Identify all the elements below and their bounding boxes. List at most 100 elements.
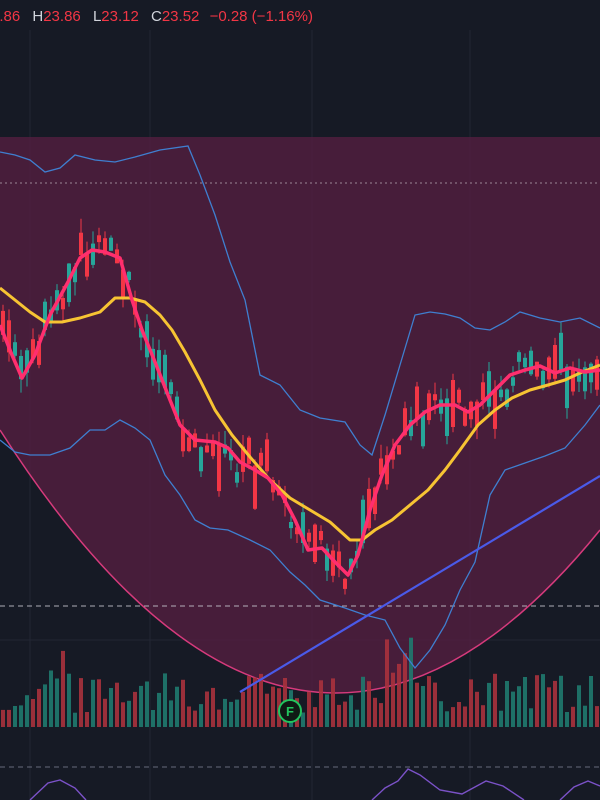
candle[interactable] <box>301 512 305 543</box>
candle[interactable] <box>529 350 533 375</box>
candle[interactable] <box>235 472 239 483</box>
candle[interactable] <box>157 350 161 383</box>
candle[interactable] <box>37 341 41 365</box>
candle[interactable] <box>553 345 557 379</box>
candle[interactable] <box>337 551 341 568</box>
candle[interactable] <box>445 398 449 436</box>
candle[interactable] <box>343 578 347 589</box>
candle[interactable] <box>511 377 515 386</box>
candle[interactable] <box>433 394 437 401</box>
candle[interactable] <box>163 354 167 388</box>
candle[interactable] <box>211 441 215 457</box>
candle[interactable] <box>31 339 35 359</box>
bollinger-upper-band[interactable] <box>0 145 600 457</box>
candle[interactable] <box>319 531 323 541</box>
candle[interactable] <box>457 389 461 403</box>
candle[interactable] <box>379 458 383 475</box>
candle[interactable] <box>199 447 203 472</box>
candle[interactable] <box>223 444 227 454</box>
candle[interactable] <box>127 271 131 280</box>
candle[interactable] <box>109 237 113 251</box>
candle[interactable] <box>205 445 209 453</box>
trend-line[interactable] <box>239 475 600 693</box>
candle[interactable] <box>139 327 143 338</box>
candle[interactable] <box>151 348 155 380</box>
candle[interactable] <box>265 439 269 472</box>
candle[interactable] <box>1 310 5 335</box>
candle[interactable] <box>427 393 431 421</box>
candle[interactable] <box>91 243 95 265</box>
volume-bar <box>373 697 377 727</box>
volume-bar <box>409 637 413 727</box>
candle[interactable] <box>577 369 581 382</box>
volume-bar <box>397 663 401 727</box>
candle[interactable] <box>415 386 419 420</box>
candle[interactable] <box>241 446 245 472</box>
candle[interactable] <box>517 352 521 362</box>
candle[interactable] <box>385 455 389 485</box>
candle[interactable] <box>229 450 233 461</box>
candle[interactable] <box>169 382 173 394</box>
fast-moving-average-line[interactable] <box>0 248 600 577</box>
candle[interactable] <box>103 238 107 255</box>
candle[interactable] <box>85 254 89 277</box>
candle[interactable] <box>403 408 407 436</box>
candle[interactable] <box>487 371 491 407</box>
candle[interactable] <box>505 389 509 407</box>
candle[interactable] <box>7 320 11 353</box>
candle[interactable] <box>463 408 467 426</box>
candle[interactable] <box>481 382 485 401</box>
candle[interactable] <box>571 369 575 392</box>
candle[interactable] <box>331 550 335 576</box>
volume-bar <box>133 691 137 727</box>
candle[interactable] <box>409 420 413 437</box>
candle[interactable] <box>565 366 569 409</box>
candle[interactable] <box>121 269 125 299</box>
candle[interactable] <box>589 363 593 383</box>
candle[interactable] <box>307 532 311 542</box>
candlestick-series[interactable] <box>1 218 599 595</box>
bollinger-lower-band[interactable] <box>0 404 600 670</box>
candle[interactable] <box>19 356 23 380</box>
candle[interactable] <box>79 232 83 256</box>
candle[interactable] <box>523 357 527 368</box>
candle[interactable] <box>421 413 425 447</box>
candle[interactable] <box>595 359 599 390</box>
candle[interactable] <box>259 452 263 466</box>
earnings-flag-icon[interactable]: F <box>278 699 302 723</box>
candle[interactable] <box>559 332 563 372</box>
oscillator-line[interactable] <box>29 768 600 800</box>
candle[interactable] <box>295 527 299 535</box>
candle[interactable] <box>289 522 293 529</box>
candle[interactable] <box>535 361 539 377</box>
candle[interactable] <box>61 298 65 310</box>
candle[interactable] <box>391 451 395 460</box>
curved-zone-border[interactable] <box>0 429 600 694</box>
candle[interactable] <box>175 396 179 420</box>
candle[interactable] <box>583 367 587 392</box>
candle[interactable] <box>313 524 317 562</box>
candle[interactable] <box>73 266 77 283</box>
legend-low-value: 23.12 <box>101 8 139 25</box>
candle[interactable] <box>475 401 479 427</box>
candle[interactable] <box>247 437 251 464</box>
candle[interactable] <box>217 442 221 492</box>
volume-bar <box>481 705 485 727</box>
candle[interactable] <box>397 445 401 455</box>
candle[interactable] <box>13 342 17 356</box>
candle[interactable] <box>541 370 545 389</box>
candle[interactable] <box>361 499 365 544</box>
candle[interactable] <box>253 465 257 509</box>
candle[interactable] <box>325 548 329 571</box>
candle[interactable] <box>43 301 47 330</box>
candle[interactable] <box>25 350 29 373</box>
volume-histogram <box>1 637 599 727</box>
candle[interactable] <box>499 389 503 398</box>
slow-moving-average-line[interactable] <box>0 286 600 542</box>
candle[interactable] <box>187 437 191 452</box>
legend-high-value: 23.86 <box>43 8 81 25</box>
candle[interactable] <box>181 427 185 452</box>
candle[interactable] <box>97 235 101 243</box>
